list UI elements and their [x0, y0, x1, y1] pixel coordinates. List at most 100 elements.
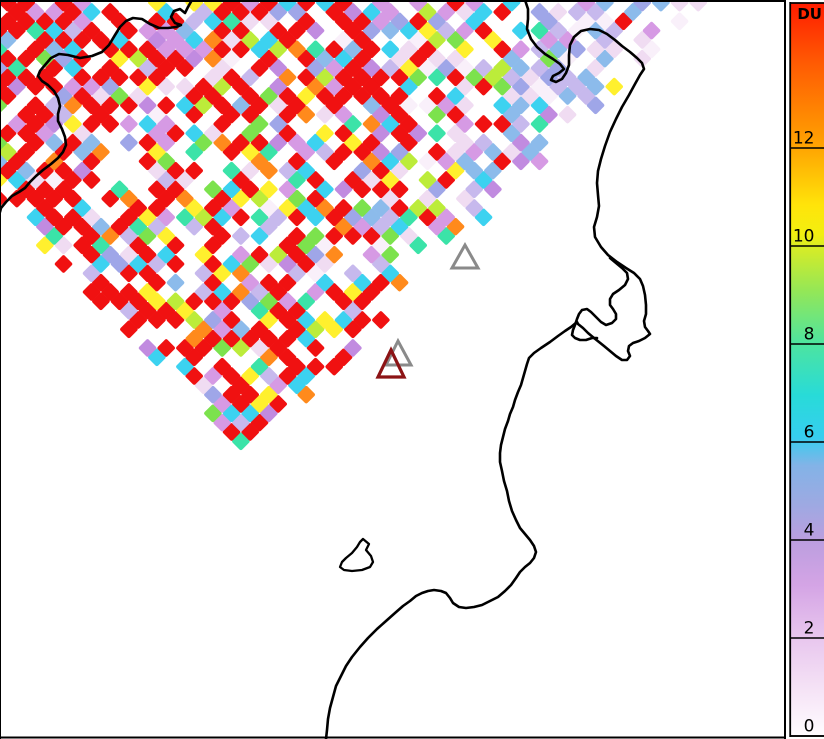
swath-tile: [8, 77, 26, 96]
swath-tile: [120, 40, 138, 59]
swath-tile: [297, 143, 315, 161]
swath-tile: [428, 217, 446, 236]
colorbar: DU 12 10 8 6 4 2 0: [789, 2, 824, 737]
swath-tile: [185, 161, 203, 180]
swath-tile: [474, 133, 493, 152]
swath-tile: [250, 189, 269, 208]
swath-tile: [288, 245, 306, 264]
swath-tile: [390, 105, 409, 124]
swath-tile: [64, 171, 82, 189]
swath-tile: [241, 273, 259, 292]
inner-harbor: [570, 256, 630, 342]
swath-tile: [362, 245, 381, 264]
swath-tile: [138, 152, 157, 171]
swath-tile: [26, 96, 45, 115]
swath-tile: [418, 189, 437, 208]
swath-tile: [194, 376, 213, 395]
swath-tile: [64, 115, 82, 133]
swath-tile: [316, 105, 334, 124]
swath-tile: [260, 311, 278, 329]
swath-tile: [400, 96, 418, 115]
swath-tile: [260, 199, 278, 217]
swath-tile: [110, 49, 129, 68]
swath-tile: [260, 143, 278, 161]
swath-tile: [372, 87, 390, 105]
swath-tile: [428, 31, 446, 49]
swath-tile: [129, 68, 147, 87]
swath-tile: [0, 171, 7, 189]
swath-tile: [176, 59, 194, 77]
swath-tile: [8, 21, 26, 40]
swath-tile: [278, 367, 297, 385]
swath-tile: [64, 189, 82, 208]
swath-tile: [64, 77, 82, 96]
swath-tile: [185, 329, 203, 348]
swath-tile: [297, 12, 315, 31]
swath-tile: [222, 105, 241, 124]
swath-tile: [241, 255, 259, 273]
swath-tile: [204, 385, 222, 404]
swath-tile: [428, 124, 446, 143]
swath-tile: [278, 199, 297, 217]
swath-tile: [586, 77, 605, 96]
swath-tile: [73, 143, 91, 161]
swath-tile: [390, 87, 409, 105]
swath-tile: [446, 31, 465, 49]
swath-tile: [204, 236, 222, 255]
swath-tile: [278, 329, 297, 348]
swath-tile: [278, 68, 297, 87]
swath-tile: [586, 40, 605, 59]
swath-tile: [54, 0, 73, 12]
swath-tile: [372, 0, 390, 12]
swath-tile: [157, 133, 175, 152]
swath-tile: [428, 105, 446, 124]
northwest-coast: [0, 0, 194, 214]
swath-tile: [101, 283, 119, 301]
swath-tile: [344, 115, 362, 133]
swath-tile: [269, 21, 287, 40]
swath-tile: [64, 208, 82, 227]
swath-tile: [306, 77, 325, 96]
swath-tile: [101, 227, 119, 245]
swath-tile: [269, 395, 287, 413]
swath-tile: [138, 227, 157, 245]
swath-tile: [138, 208, 157, 227]
swath-tile: [222, 367, 241, 385]
volcano-marker-active: [375, 346, 407, 379]
swath-tile: [194, 133, 213, 152]
swath-tile: [45, 133, 63, 152]
swath-tile: [568, 21, 586, 40]
swath-tile: [138, 115, 157, 133]
swath-tile: [344, 59, 362, 77]
swath-tile: [0, 21, 7, 40]
swath-tile: [45, 59, 63, 77]
swath-tile: [316, 0, 334, 12]
swath-tile: [530, 77, 549, 96]
swath-tile: [8, 59, 26, 77]
swath-tile: [334, 105, 353, 124]
swath-tile: [465, 12, 483, 31]
swath-tile: [288, 189, 306, 208]
swath-tile: [334, 292, 353, 311]
volcano-marker-layer: [375, 241, 481, 379]
swath-tile: [250, 357, 269, 376]
swath-tile: [465, 143, 483, 161]
swath-tile: [101, 40, 119, 59]
swath-tile: [194, 245, 213, 264]
swath-tile: [120, 96, 138, 115]
swath-tile: [596, 0, 614, 12]
swath-tile: [540, 12, 558, 31]
swath-tile: [232, 227, 250, 245]
swath-tile: [204, 404, 222, 423]
swath-tile: [64, 133, 82, 152]
swath-tile: [54, 236, 73, 255]
swath-tile: [241, 31, 259, 49]
swath-tile: [176, 301, 194, 320]
swath-tile: [633, 31, 651, 49]
swath-tile: [400, 40, 418, 59]
swath-tile: [353, 87, 371, 105]
swath-tile: [157, 189, 175, 208]
swath-tile: [157, 227, 175, 245]
swath-tile: [250, 115, 269, 133]
swath-tile: [334, 124, 353, 143]
